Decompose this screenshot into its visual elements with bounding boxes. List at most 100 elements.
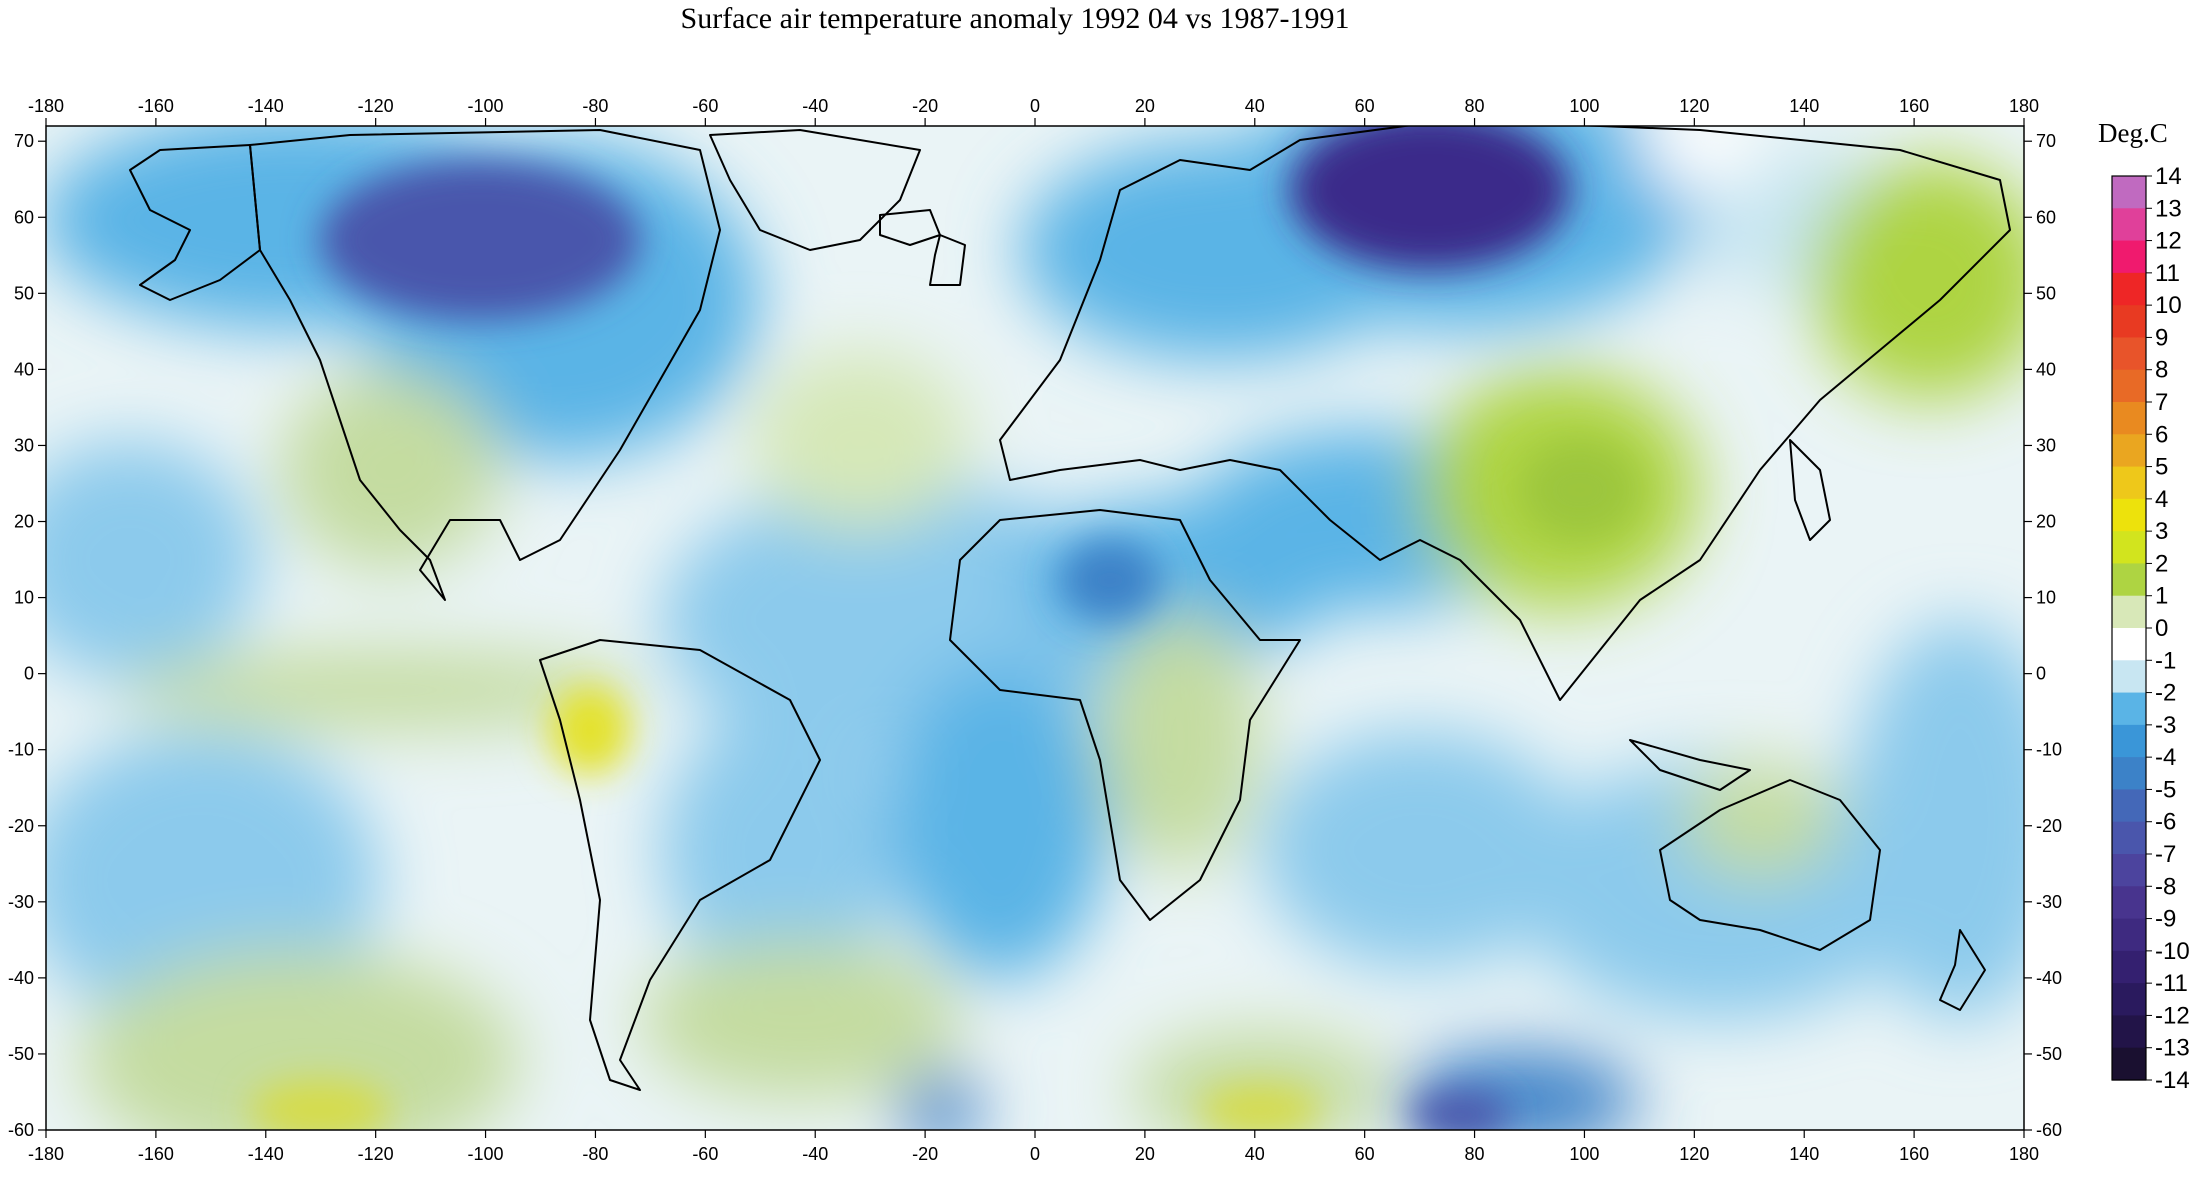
anomaly-cores [250,126,1640,1130]
lon-tick-label-bottom: -160 [138,1144,174,1164]
colorbar-label: 2 [2155,550,2168,577]
lon-tick-label-top: -120 [358,96,394,116]
coastline-indonesia [1629,739,1751,791]
colorbar-swatch [2112,854,2146,887]
colorbar-label: -3 [2155,712,2176,739]
colorbar-label: -12 [2155,1002,2190,1029]
lon-tick-label-top: 40 [1245,96,1265,116]
colorbar-swatch [2112,369,2146,403]
lon-tick-label-top: -40 [802,96,828,116]
coastline-iceland [879,209,941,246]
lat-tick-label-left: 30 [14,435,34,455]
lat-tick-label-left: 60 [14,207,34,227]
colorbar-label: -10 [2155,938,2190,965]
lon-tick-label-bottom: 40 [1245,1144,1265,1164]
coastline-alaska [129,144,261,301]
lon-tick-label-top: 120 [1679,96,1709,116]
lat-tick-label-left: -20 [8,816,34,836]
coastline-north-america [249,129,721,601]
lat-tick-label-right: 40 [2036,359,2056,379]
anomaly-field [46,126,2024,1130]
colorbar-swatch [2112,983,2146,1017]
colorbar-label: -14 [2155,1067,2190,1094]
lat-tick-label-right: 50 [2036,283,2056,303]
colorbar-label: 8 [2155,357,2168,384]
lon-tick-label-top: -140 [248,96,284,116]
lon-tick-label-bottom: -180 [28,1144,64,1164]
colorbar-label: -13 [2155,1035,2190,1062]
coastline-africa [949,509,1301,921]
lon-tick-label-top: -60 [692,96,718,116]
lat-tick-label-left: -40 [8,968,34,988]
colorbar-label: 11 [2155,260,2180,287]
lon-tick-label-top: -180 [28,96,64,116]
lon-tick-label-top: 20 [1135,96,1155,116]
lon-tick-label-bottom: 180 [2009,1144,2039,1164]
colorbar-swatch [2112,950,2146,984]
lon-tick-label-bottom: -60 [692,1144,718,1164]
lat-tick-label-right: -30 [2036,892,2062,912]
colorbar-label: 9 [2155,324,2168,351]
lat-tick-label-left: 0 [24,664,34,684]
coastline-britain [929,234,966,286]
colorbar-swatch [2112,821,2146,855]
lon-tick-label-top: 0 [1030,96,1040,116]
lat-tick-label-right: -40 [2036,968,2062,988]
lon-tick-label-bottom: 120 [1679,1144,1709,1164]
colorbar-swatch [2112,886,2146,920]
coastline-japan [1789,439,1831,541]
colorbar-label: 3 [2155,518,2168,545]
colorbar-swatch [2112,305,2146,339]
lat-tick-label-right: 10 [2036,588,2056,608]
colorbar-swatch [2112,402,2146,435]
lon-tick-label-bottom: -40 [802,1144,828,1164]
colorbar-swatch [2112,531,2146,565]
coastline-eurasia [999,126,2011,701]
colorbar-swatch [2112,595,2146,629]
colorbar-swatch [2112,918,2146,952]
lat-tick-label-right: -20 [2036,816,2062,836]
coastline-australia [1659,779,1881,951]
coastline-new-zealand [1939,929,1986,1011]
colorbar-swatch [2112,692,2146,726]
lat-tick-label-right: 0 [2036,664,2046,684]
lat-tick-label-left: -60 [8,1120,34,1140]
colorbar-swatch [2112,1047,2146,1081]
anomaly-blobs [46,126,2024,1130]
lat-tick-label-right: 20 [2036,512,2056,532]
lat-tick-label-right: -50 [2036,1044,2062,1064]
lon-tick-label-bottom: -20 [912,1144,938,1164]
lon-tick-label-top: -100 [468,96,504,116]
colorbar-swatch [2112,434,2146,468]
lon-tick-label-top: -20 [912,96,938,116]
colorbar-label: -11 [2155,970,2188,997]
lat-tick-label-left: 40 [14,359,34,379]
lon-tick-label-bottom: 140 [1789,1144,1819,1164]
lon-tick-label-bottom: 100 [1569,1144,1599,1164]
colorbar-label: 5 [2155,454,2168,481]
lat-tick-label-left: -10 [8,740,34,760]
colorbar-label: 6 [2155,421,2168,448]
lon-tick-label-bottom: -140 [248,1144,284,1164]
colorbar-swatch [2112,660,2146,694]
colorbar-swatch [2112,789,2146,823]
colorbar-swatch [2112,176,2146,209]
lat-tick-label-left: -30 [8,892,34,912]
lon-tick-label-top: 140 [1789,96,1819,116]
lat-tick-label-left: 70 [14,131,34,151]
colorbar-label: 14 [2155,163,2182,190]
lon-tick-label-bottom: 160 [1899,1144,1929,1164]
colorbar-label: 13 [2155,195,2182,222]
colorbar: Deg.C 14131211109876543210-1-2-3-4-5-6-7… [2098,118,2190,1094]
map-title: Surface air temperature anomaly 1992 04 … [680,2,1350,35]
lon-tick-label-bottom: 20 [1135,1144,1155,1164]
coastline-south-america [539,639,821,1091]
lat-tick-label-right: -60 [2036,1120,2062,1140]
lat-tick-label-right: -10 [2036,740,2062,760]
colorbar-label: 0 [2155,615,2168,642]
lon-tick-label-top: -80 [582,96,608,116]
lon-tick-label-top: 180 [2009,96,2039,116]
lon-tick-label-bottom: 0 [1030,1144,1040,1164]
coastline-greenland [709,129,921,251]
